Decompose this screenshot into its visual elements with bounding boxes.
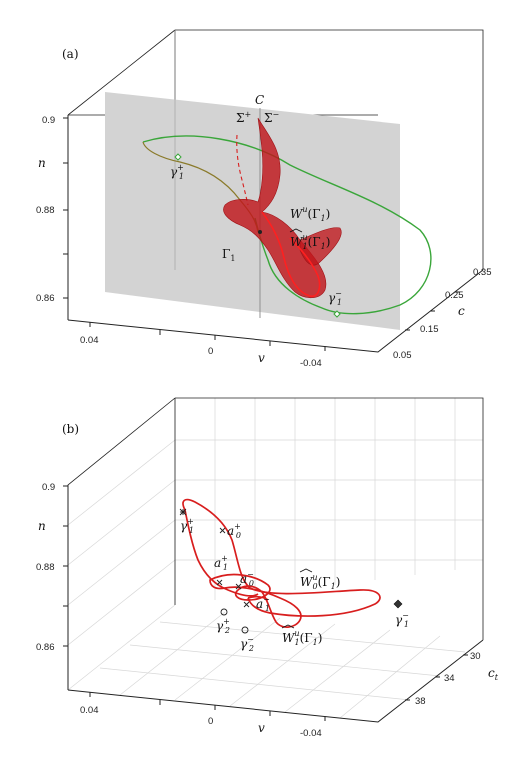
- panel-b-box-back: [67, 397, 484, 690]
- panel-a-xlabel: v: [258, 351, 265, 365]
- panel-a-ytick-2: 0.88: [36, 205, 55, 216]
- panel-a-label-sigma-minus: Σ−: [264, 110, 279, 125]
- panel-a-axis-base: [67, 269, 484, 353]
- panel-b: [63, 397, 484, 723]
- panel-a-ytick-1: 0.9: [42, 115, 55, 126]
- panel-b-label: (b): [62, 422, 79, 436]
- panel-a-ztick-4: 0.05: [393, 350, 412, 361]
- panel-b-label-a0-minus: a− 0: [240, 570, 254, 588]
- panel-a-xtick-2: 0: [208, 346, 213, 357]
- panel-a-ztick-3: 0.15: [420, 324, 439, 335]
- panel-a-ytick-3: 0.86: [36, 293, 55, 304]
- panel-b-ytick-1: 0.9: [42, 482, 55, 493]
- panel-b-label-gamma2-minus: γ− 2: [240, 635, 254, 653]
- panel-b-curve-W1: [209, 573, 302, 628]
- panel-a-label-gamma1-minus: γ− 1: [328, 289, 342, 307]
- panel-b-curve-W0: [182, 498, 381, 617]
- panel-a-marker-Gamma1: [258, 230, 262, 234]
- panel-a-dashed-branch: [236, 134, 249, 206]
- panel-b-ytick-3: 0.86: [36, 642, 55, 653]
- panel-a-marker-gamma1-minus: [333, 310, 341, 318]
- panel-b-label-a1-minus: a− 1: [256, 595, 270, 613]
- panel-a-manifold-lobe: [299, 227, 342, 266]
- panel-a-marker-gamma1-plus: [174, 153, 182, 161]
- panel-a-ztick-2: 0.25: [445, 290, 464, 301]
- panel-a-xtick-3: -0.04: [300, 358, 322, 369]
- panel-b-grid-left: [67, 397, 176, 646]
- panel-b-label-W0: Wu 0(Γ1): [300, 573, 340, 591]
- panel-b-xtick-3: -0.04: [300, 728, 322, 739]
- panel-a-ztick-1: 0.35: [473, 267, 492, 278]
- panel-b-ztick-3: 38: [415, 696, 426, 707]
- panel-b-label-gamma2-plus: γ+ 2: [216, 617, 230, 635]
- panel-b-grid-floor-2: [99, 621, 466, 701]
- panel-a-label-gamma1-plus: γ+ 1: [170, 163, 184, 181]
- panel-a-zlabel: c: [458, 304, 465, 318]
- panel-b-xlabel: v: [258, 721, 265, 735]
- panel-a-label-sigma-plus: Σ+: [236, 110, 251, 125]
- panel-a-label-Wu-hat: Wu 1(Γ1): [290, 233, 330, 251]
- panel-b-grid-floor-1: [67, 604, 441, 719]
- panel-a-xtick-1: 0.04: [80, 335, 99, 346]
- panel-b-axis-base: [67, 639, 484, 723]
- panel-b-ztick-1: 30: [470, 651, 481, 662]
- panel-a-label-C: C: [255, 93, 264, 107]
- panel-a-intersection-curve: [261, 211, 321, 298]
- panel-a-label: (a): [62, 47, 79, 61]
- panel-b-xtick-1: 0.04: [80, 705, 99, 716]
- panel-a: [63, 29, 484, 353]
- panel-b-label-gamma1-minus: γ− 1: [395, 611, 409, 629]
- panel-b-marker-gamma1-minus: [393, 599, 403, 609]
- panel-b-label-a1-plus: a+ 1: [214, 554, 228, 572]
- panel-a-label-Gamma1: Γ1: [222, 247, 235, 263]
- panel-b-grid-back-horizontal: [175, 439, 483, 561]
- panel-b-ylabel: n: [38, 519, 46, 533]
- panel-b-zlabel: ct: [488, 666, 499, 682]
- panel-b-xtick-2: 0: [208, 716, 213, 727]
- panel-b-ytick-2: 0.88: [36, 562, 55, 573]
- panel-b-ztick-2: 34: [444, 673, 455, 684]
- panel-a-ylabel: n: [38, 156, 46, 170]
- panel-b-label-gamma1-plus: γ+ 1: [180, 517, 194, 535]
- panel-a-unstable-manifold-surface: [223, 117, 327, 299]
- panel-a-label-Wu: Wu(Γ1): [290, 205, 330, 223]
- panel-b-label-W1: Wu 1(Γ1): [282, 629, 322, 647]
- panel-b-label-a0-plus: a+ 0: [227, 522, 241, 540]
